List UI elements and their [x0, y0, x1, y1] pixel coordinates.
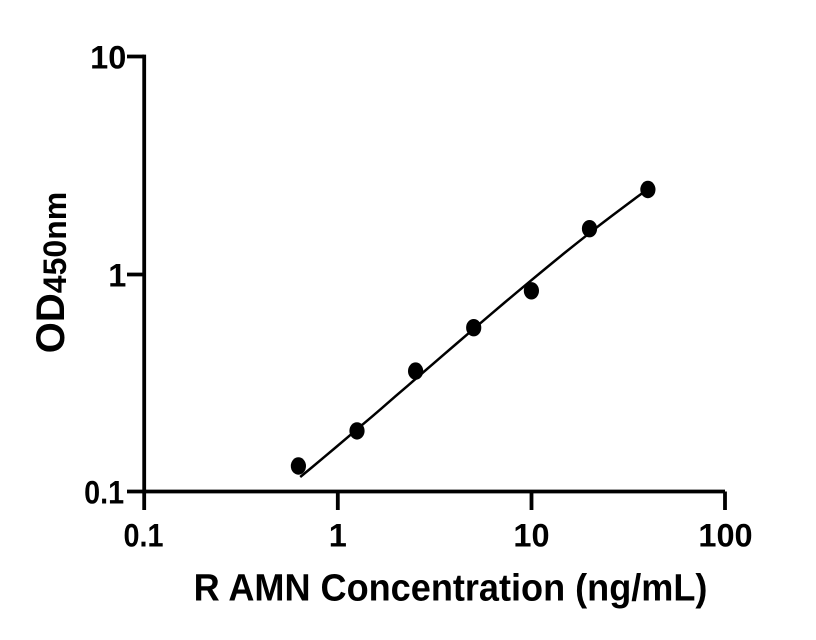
svg-text:0.1: 0.1: [124, 518, 164, 554]
svg-text:10: 10: [90, 39, 126, 75]
svg-text:100: 100: [698, 518, 752, 554]
svg-text:10: 10: [513, 518, 549, 554]
svg-text:R AMN Concentration (ng/mL): R AMN Concentration (ng/mL): [194, 566, 708, 609]
svg-text:1: 1: [108, 257, 126, 293]
svg-text:OD450nm: OD450nm: [29, 192, 73, 353]
svg-text:0.1: 0.1: [84, 474, 124, 510]
svg-text:1: 1: [329, 518, 347, 554]
